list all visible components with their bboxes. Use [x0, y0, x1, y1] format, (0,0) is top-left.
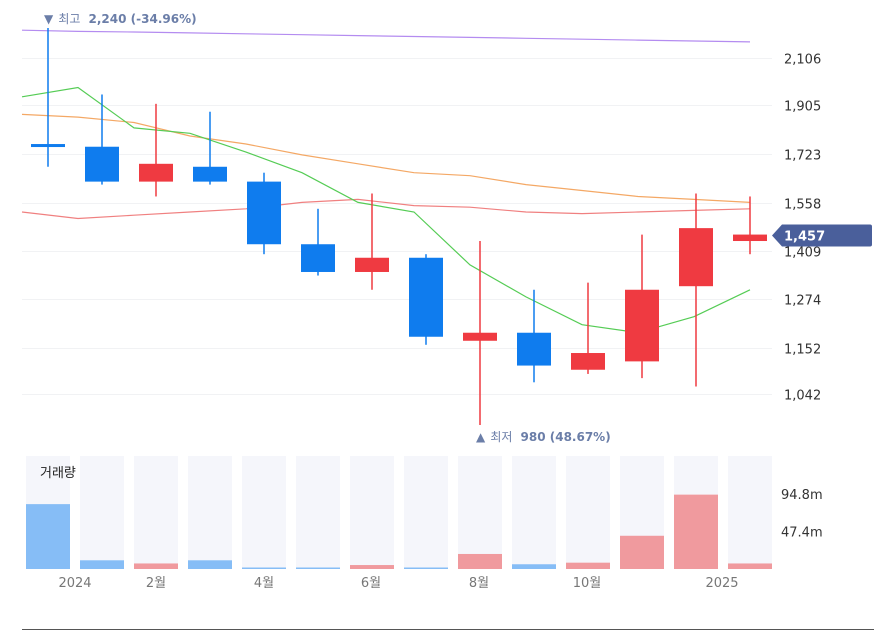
volume-bars	[26, 494, 772, 569]
price-tick-label: 1,409	[784, 246, 821, 261]
candle-up	[355, 193, 389, 290]
high-annotation: ▼ 최고 2,240 (-34.96%)	[44, 8, 197, 27]
svg-text:▼ 최고 2,240 (-34.96: ▼ 최고 2,240 (-34.96%)	[44, 8, 197, 27]
volume-column	[242, 456, 286, 569]
price-gridlines	[22, 58, 772, 395]
candle-body	[625, 289, 659, 362]
volume-tick-label: 47.4m	[781, 526, 823, 541]
volume-bar	[728, 563, 772, 569]
volume-bar	[512, 564, 556, 569]
volume-column	[458, 456, 502, 569]
volume-bar	[134, 563, 178, 569]
volume-column	[404, 456, 448, 569]
time-tick-label: 4월	[254, 576, 274, 591]
low-annotation-prefix: ▲	[476, 430, 486, 444]
moving-averages	[21, 29, 751, 334]
candle-down	[517, 289, 551, 383]
candle-down	[409, 254, 443, 345]
candle-up	[733, 196, 767, 255]
low-annotation: ▲ 최저 980 (48.67%)	[476, 426, 611, 445]
candle-down	[31, 28, 65, 167]
candle-body	[247, 181, 281, 245]
volume-bar	[674, 494, 718, 569]
last-price-tag: 1,457	[772, 224, 872, 247]
price-axis: 2,106 1,905 1,723 1,558 1,409 1,274 1,152 1,042	[784, 53, 821, 404]
price-tick-label: 1,723	[784, 149, 821, 164]
candle-up	[139, 103, 173, 197]
ma-purple-line	[21, 29, 751, 43]
candle-down	[301, 208, 335, 276]
candle-body	[733, 234, 767, 242]
svg-text:▲ 최저 980 (48.67%): ▲ 최저 980 (48.67%)	[476, 426, 611, 445]
volume-column	[188, 456, 232, 569]
price-tick-label: 1,152	[784, 343, 821, 358]
candle-up	[625, 234, 659, 379]
candle-body	[409, 257, 443, 337]
candle-up	[679, 193, 713, 387]
price-tick-label: 1,042	[784, 389, 821, 404]
candle-body	[679, 228, 713, 287]
candle-down	[247, 172, 281, 255]
time-tick-label: 6월	[361, 576, 381, 591]
volume-column	[134, 456, 178, 569]
volume-column	[80, 456, 124, 569]
time-tick-label: 2024	[58, 576, 91, 591]
candle-down	[193, 111, 227, 185]
volume-bar	[188, 560, 232, 569]
price-tick-label: 1,274	[784, 294, 821, 309]
high-annotation-value: 2,240 (-34.96%)	[89, 12, 197, 26]
last-price-tag-shape	[772, 224, 872, 247]
volume-column	[350, 456, 394, 569]
high-annotation-label: 최고	[58, 12, 80, 26]
volume-bar	[242, 567, 286, 569]
volume-bar	[350, 565, 394, 569]
volume-bar	[296, 567, 340, 569]
candle-body	[301, 244, 335, 272]
volume-column	[296, 456, 340, 569]
time-tick-label: 10월	[573, 576, 602, 591]
candle-body	[571, 353, 605, 370]
time-tick-label: 8월	[469, 576, 489, 591]
candle-body	[31, 144, 65, 148]
candle-up	[463, 241, 497, 425]
candle-body	[193, 166, 227, 182]
volume-bar	[458, 553, 502, 569]
volume-column	[566, 456, 610, 569]
price-tick-label: 2,106	[784, 53, 821, 68]
price-tick-label: 1,558	[784, 198, 821, 213]
volume-bar	[404, 567, 448, 569]
volume-axis: 94.8m 47.4m	[781, 488, 823, 541]
low-annotation-value: 980 (48.67%)	[521, 430, 611, 444]
candle-down	[85, 94, 119, 185]
ma-red-line	[21, 198, 751, 220]
volume-bar	[26, 504, 70, 569]
volume-tick-label: 94.8m	[781, 488, 823, 503]
time-axis: 2024 2월 4월 6월 8월 10월 2025	[58, 576, 738, 591]
candle-body	[517, 332, 551, 366]
bottom-divider	[22, 629, 874, 630]
time-tick-label: 2월	[146, 576, 166, 591]
time-tick-label: 2025	[705, 576, 738, 591]
volume-column	[512, 456, 556, 569]
candle-body	[355, 257, 389, 272]
candles	[31, 28, 767, 425]
volume-bar	[620, 535, 664, 569]
candle-body	[463, 332, 497, 341]
volume-column	[728, 456, 772, 569]
candle-body	[139, 163, 173, 182]
volume-title: 거래량	[40, 466, 76, 481]
volume-bar	[566, 562, 610, 569]
ma-orange-line	[21, 113, 751, 203]
candle-up	[571, 282, 605, 374]
candle-body	[85, 146, 119, 182]
high-annotation-prefix: ▼	[44, 12, 54, 26]
low-annotation-label: 최저	[490, 430, 512, 444]
last-price-tag-text: 1,457	[784, 230, 825, 245]
volume-bar	[80, 560, 124, 569]
price-tick-label: 1,905	[784, 100, 821, 115]
